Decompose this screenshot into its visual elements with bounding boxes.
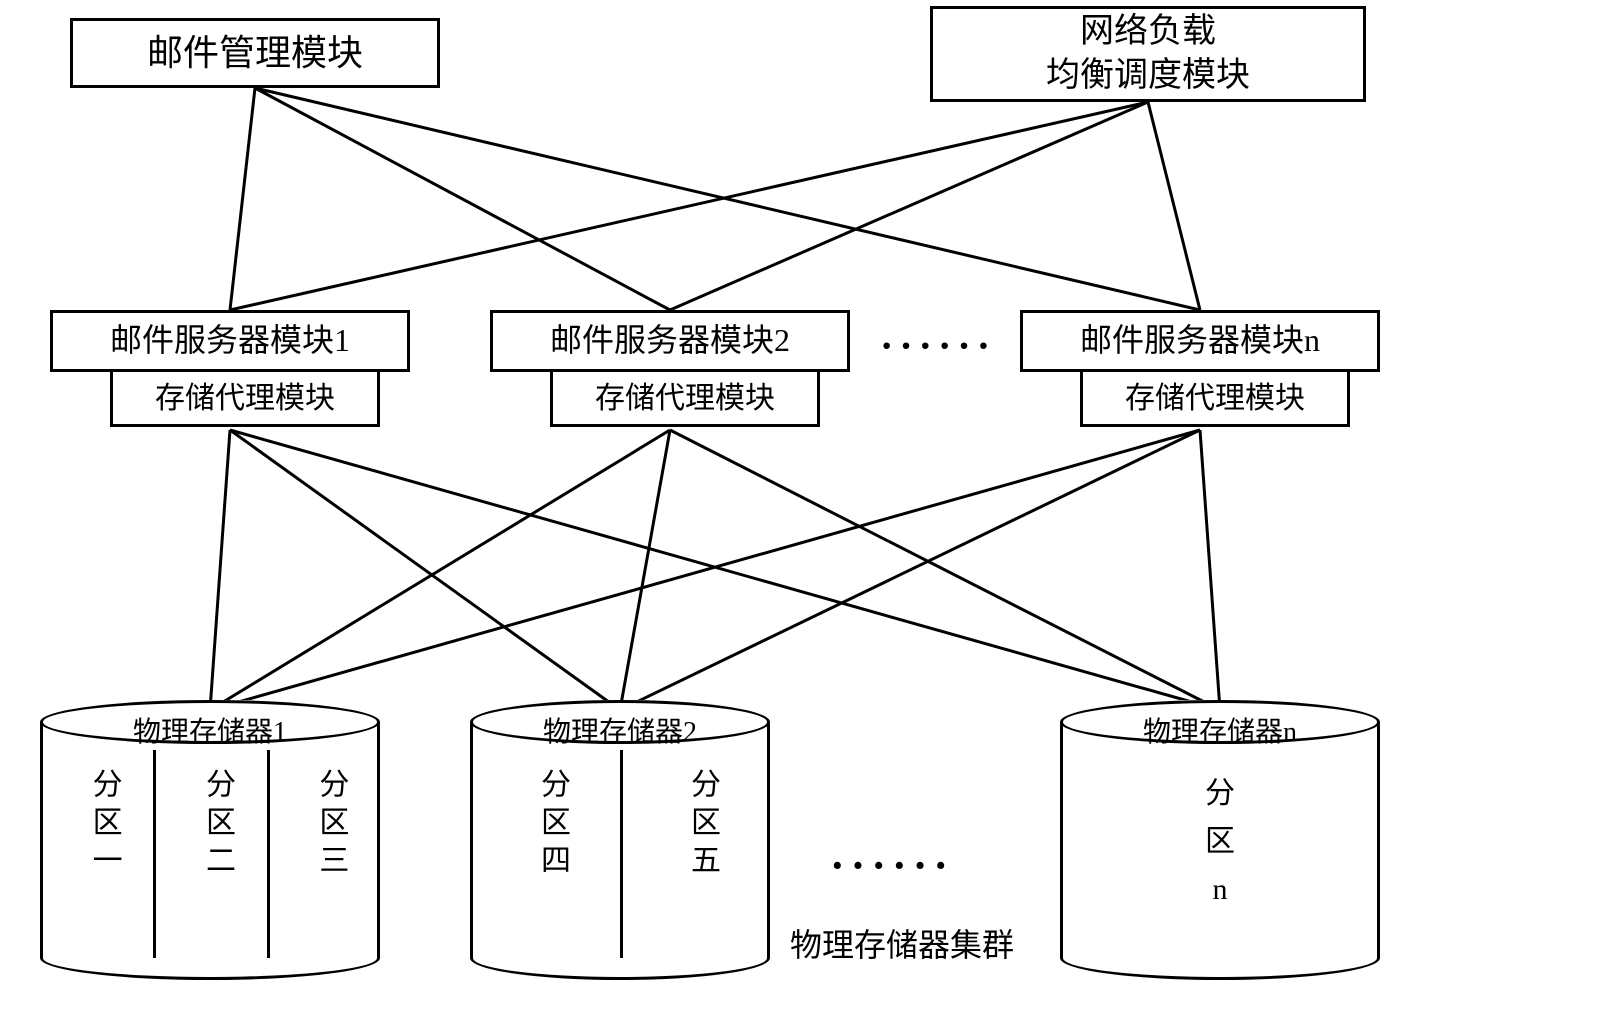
physical-storage-cylinder: 物理存储器1 分区一 分区二 分区三 [40, 700, 380, 980]
partition-label: 分区二 [195, 768, 239, 882]
mail-server-module-box: 邮件服务器模块1 [50, 310, 410, 372]
storage-title: 物理存储器n [1060, 710, 1380, 750]
storage-ellipsis: ······ [830, 840, 954, 891]
partition-label: 分区三 [308, 768, 352, 882]
load-balancing-line1: 网络负载 [1046, 10, 1250, 54]
mail-server-module-box: 邮件服务器模块2 [490, 310, 850, 372]
physical-storage-cylinder: 物理存储器2 分区四 分区五 [470, 700, 770, 980]
load-balancing-module-box: 网络负载 均衡调度模块 [930, 6, 1366, 102]
storage-proxy-module-box: 存储代理模块 [110, 369, 380, 427]
partition-divider [267, 750, 270, 958]
load-balancing-line2: 均衡调度模块 [1046, 54, 1250, 98]
mail-server-module-box: 邮件服务器模块n [1020, 310, 1380, 372]
mail-management-module-box: 邮件管理模块 [70, 18, 440, 88]
storage-title: 物理存储器1 [40, 710, 380, 750]
physical-storage-cylinder: 物理存储器n 分区n [1060, 700, 1380, 980]
storage-proxy-module-box: 存储代理模块 [550, 369, 820, 427]
storage-cluster-label: 物理存储器集群 [790, 920, 1014, 966]
server-ellipsis: ······ [880, 322, 996, 369]
partition-divider [620, 750, 623, 958]
partition-label: 分区五 [680, 768, 724, 882]
storage-proxy-module-box: 存储代理模块 [1080, 369, 1350, 427]
mail-management-module-label: 邮件管理模块 [147, 30, 363, 77]
storage-title: 物理存储器2 [470, 710, 770, 750]
partition-label: 分区四 [530, 768, 574, 882]
partition-divider [153, 750, 156, 958]
partition-label: 分区一 [82, 768, 126, 882]
partition-label: 分区n [1060, 770, 1380, 914]
